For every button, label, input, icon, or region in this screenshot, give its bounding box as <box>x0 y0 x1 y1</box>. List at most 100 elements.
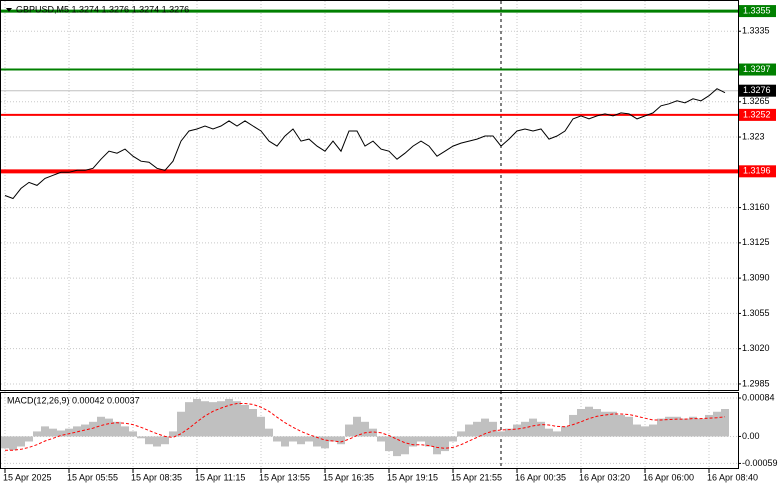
macd-bar <box>529 418 537 437</box>
y-tick-label: 1.323 <box>742 131 765 141</box>
macd-bar <box>401 436 409 455</box>
macd-bar <box>49 428 57 437</box>
macd-bar <box>265 428 273 437</box>
macd-bar <box>345 424 353 437</box>
macd-title: MACD(12,26,9) 0.00042 0.00037 <box>7 395 140 405</box>
level-box <box>739 165 776 178</box>
macd-bar <box>369 428 377 437</box>
macd-bar <box>601 411 609 437</box>
macd-bar <box>33 431 41 437</box>
macd-bar <box>241 404 249 437</box>
macd-bar <box>721 409 729 437</box>
macd-bar <box>713 411 721 437</box>
macd-bar <box>417 436 425 442</box>
macd-bar <box>337 436 345 445</box>
macd-bar <box>209 402 217 437</box>
macd-bar <box>321 436 329 449</box>
x-tick-label: 15 Apr 21:55 <box>451 472 502 482</box>
macd-bar <box>481 418 489 437</box>
y-tick-label: 1.3055 <box>742 308 770 318</box>
level-box <box>739 63 776 76</box>
macd-bar <box>153 436 161 447</box>
macd-bar <box>673 416 681 437</box>
macd-bar <box>569 414 577 437</box>
macd-bar <box>217 401 225 437</box>
level-label: 1.3196 <box>743 166 771 176</box>
macd-bar <box>705 414 713 437</box>
price-line <box>4 88 726 200</box>
level-label: 1.3355 <box>743 5 771 15</box>
macd-bar <box>17 436 25 447</box>
macd-bar <box>313 436 321 447</box>
macd-frame <box>0 392 739 469</box>
macd-bar <box>473 421 481 437</box>
macd-bar <box>121 426 129 437</box>
y-tick-label: 1.3335 <box>742 26 770 36</box>
macd-bar <box>497 431 505 437</box>
y-tick-label: 1.3125 <box>742 237 770 247</box>
macd-bar <box>25 436 33 442</box>
macd-bar <box>225 398 233 437</box>
macd-bar <box>657 418 665 437</box>
x-tick-label: 15 Apr 16:35 <box>323 472 374 482</box>
macd-bar <box>593 409 601 437</box>
macd-bar <box>545 428 553 437</box>
macd-bar <box>329 436 337 442</box>
macd-bar <box>681 418 689 437</box>
macd-bar <box>177 411 185 437</box>
macd-bar <box>361 421 369 437</box>
macd-bar <box>65 428 73 437</box>
macd-bar <box>585 406 593 437</box>
x-tick-label: 16 Apr 00:35 <box>515 472 566 482</box>
y-tick-label: 0.00084 <box>742 392 775 402</box>
macd-bar <box>393 436 401 457</box>
macd-bar <box>625 416 633 437</box>
macd-bar <box>505 428 513 437</box>
macd-bar <box>305 436 313 442</box>
level-box <box>739 108 776 121</box>
y-tick-label: 1.2985 <box>742 378 770 388</box>
macd-bar <box>137 436 145 439</box>
y-tick-label: 0.00 <box>742 431 760 441</box>
y-tick-label: 1.3265 <box>742 96 770 106</box>
macd-bar <box>129 431 137 437</box>
chart-title: GBPUSD,M5 1.3274 1.3276 1.3274 1.3276 <box>16 4 189 14</box>
x-tick-label: 16 Apr 06:00 <box>643 472 694 482</box>
macd-bar <box>577 409 585 437</box>
y-tick-label: 1.3160 <box>742 202 770 212</box>
macd-bar <box>617 414 625 437</box>
macd-bar <box>145 436 153 445</box>
macd-bar <box>201 401 209 437</box>
x-tick-label: 15 Apr 05:55 <box>67 472 118 482</box>
macd-bar <box>553 431 561 437</box>
current-price-box <box>739 84 776 97</box>
x-tick-label: 15 Apr 13:55 <box>259 472 310 482</box>
macd-bar <box>457 431 465 437</box>
x-tick-label: 16 Apr 08:40 <box>707 472 758 482</box>
macd-bar <box>57 430 65 437</box>
macd-bar <box>97 416 105 437</box>
macd-bar <box>169 431 177 437</box>
macd-bar <box>689 416 697 437</box>
x-tick-label: 15 Apr 19:15 <box>387 472 438 482</box>
macd-bar <box>609 411 617 437</box>
macd-bar <box>489 421 497 437</box>
menu-arrow <box>6 8 12 12</box>
macd-bar <box>41 426 49 437</box>
macd-bar <box>385 436 393 452</box>
x-tick-label: 15 Apr 08:35 <box>131 472 182 482</box>
x-tick-label: 15 Apr 11:15 <box>195 472 245 482</box>
macd-bar <box>257 416 265 437</box>
level-label: 1.3252 <box>743 109 771 119</box>
macd-bar <box>9 436 17 451</box>
macd-bar <box>521 421 529 437</box>
macd-bar <box>273 436 281 442</box>
macd-bar <box>425 436 433 447</box>
macd-bar <box>73 426 81 437</box>
macd-bar <box>465 424 473 437</box>
macd-bar <box>441 436 449 452</box>
macd-bar <box>289 436 297 442</box>
macd-bar <box>633 424 641 437</box>
macd-bar <box>697 418 705 437</box>
